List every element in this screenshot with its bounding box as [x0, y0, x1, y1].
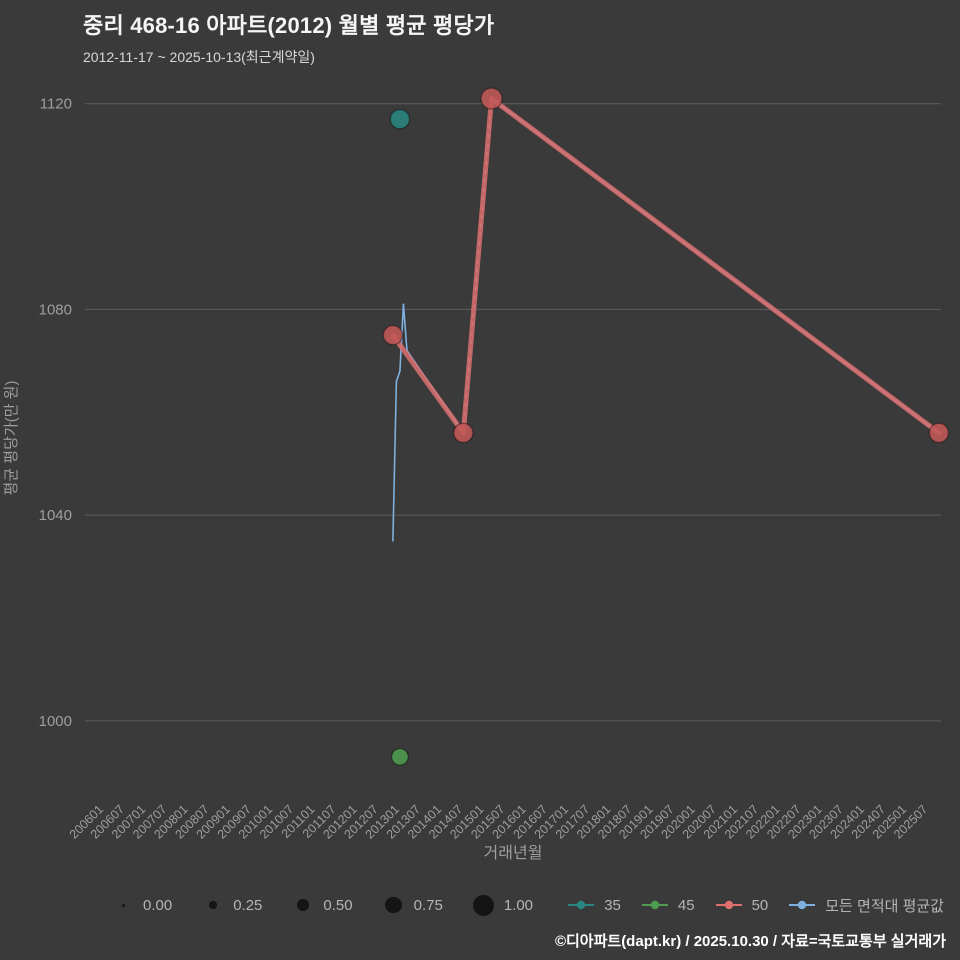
series-marker-icon	[789, 900, 816, 910]
y-axis-title: 평균 평당가(만 원)	[3, 381, 20, 496]
size-legend-label: 0.75	[413, 896, 443, 914]
price-chart: 1000104010801120200601200607200701200707…	[3, 87, 950, 862]
series-dot-35	[389, 108, 411, 130]
size-legend-dot	[292, 899, 314, 911]
chart-header: 중리 468-16 아파트(2012) 월별 평균 평당가 2012-11-17…	[83, 8, 494, 67]
y-tick-label: 1080	[39, 301, 72, 318]
series-legend-label: 모든 면적대 평균값	[825, 897, 944, 915]
size-legend-label: 0.50	[323, 896, 353, 914]
size-legend-label: 1.00	[503, 896, 534, 914]
series-legend-label: 45	[677, 896, 695, 914]
series-legend-label: 50	[751, 896, 769, 914]
y-tick-label: 1120	[40, 96, 72, 113]
series-line-모든 면적대 평균값	[392, 380, 398, 542]
x-axis-title: 거래년월	[484, 844, 543, 862]
series-legend-item-50: 50	[715, 896, 769, 914]
series-legend-item-45: 45	[641, 897, 695, 914]
size-legend: 0.00 0.25 0.50 0.75 1.00	[112, 894, 534, 916]
size-legend-item-0.25: 0.25	[202, 897, 262, 914]
series-line-50	[460, 96, 495, 436]
chart-legend: 0.00 0.25 0.50 0.75 1.00 35 45 50 모든 면적대 평균값	[0, 884, 960, 926]
size-legend-item-0.00: 0.00	[112, 897, 172, 914]
size-legend-dot	[112, 903, 134, 907]
series-line-모든 면적대 평균값	[395, 370, 401, 383]
y-tick-label: 1040	[39, 507, 72, 524]
series-legend-label: 35	[604, 896, 621, 914]
series-legend-item-모든 면적대 평균값: 모든 면적대 평균값	[788, 895, 944, 916]
y-tick-label: 1000	[39, 713, 72, 730]
size-legend-item-0.50: 0.50	[292, 896, 353, 914]
date-range-subtitle: 2012-11-17 ~ 2025-10-13(최근계약일)	[83, 49, 315, 65]
size-legend-dot	[383, 896, 405, 914]
size-legend-item-1.00: 1.00	[473, 894, 534, 916]
series-line-50	[489, 96, 942, 436]
series-dot-45	[390, 747, 409, 766]
series-dot-50	[382, 324, 404, 346]
series-marker-icon	[568, 900, 595, 910]
size-legend-item-0.75: 0.75	[383, 897, 443, 914]
series-legend: 35 45 50 모든 면적대 평균값	[567, 895, 944, 916]
series-marker-icon	[641, 900, 668, 910]
series-dot-50	[480, 87, 503, 110]
size-legend-label: 0.00	[143, 896, 173, 914]
size-legend-dot	[202, 901, 224, 909]
size-legend-dot	[473, 894, 495, 916]
credit-footer: ©디아파트(dapt.kr) / 2025.10.30 / 자료=국토교통부 실…	[554, 933, 946, 950]
series-line-모든 면적대 평균값	[402, 303, 408, 352]
series-line-50	[390, 332, 466, 436]
page-title: 중리 468-16 아파트(2012) 월별 평균 평당가	[83, 13, 495, 38]
series-dot-50	[452, 422, 474, 444]
series-dot-50	[928, 422, 950, 444]
size-legend-label: 0.25	[233, 896, 263, 914]
series-legend-item-35: 35	[567, 897, 621, 914]
series-marker-icon	[715, 900, 742, 910]
